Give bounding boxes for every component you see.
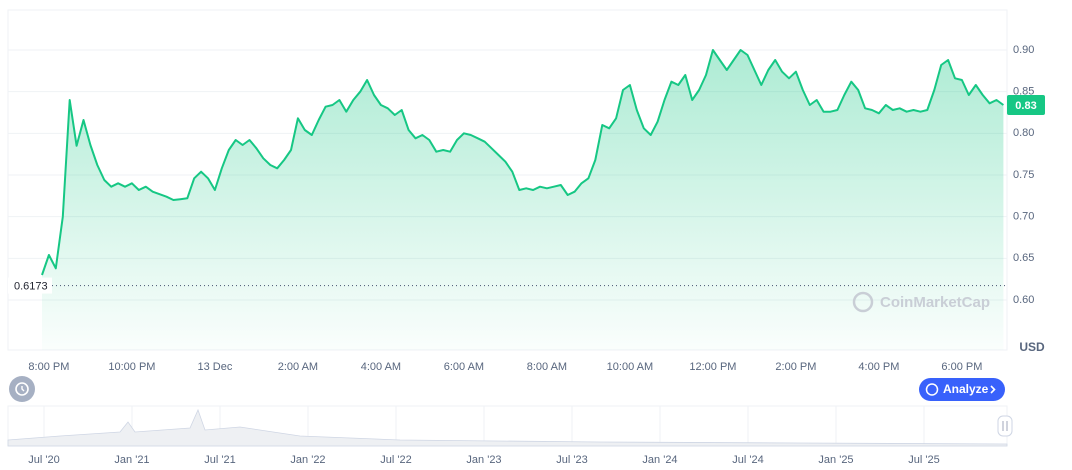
y-tick-label: 0.65 xyxy=(1013,252,1034,264)
navigator-label: Jan '24 xyxy=(642,454,677,466)
navigator-label: Jul '24 xyxy=(732,454,763,466)
x-tick-label: 13 Dec xyxy=(197,361,232,373)
x-tick-label: 12:00 PM xyxy=(689,361,736,373)
history-icon-hand xyxy=(21,386,25,392)
x-tick-label: 10:00 AM xyxy=(607,361,653,373)
last-price-badge xyxy=(1007,95,1045,115)
navigator-label: Jan '22 xyxy=(290,454,325,466)
navigator-label: Jul '25 xyxy=(908,454,939,466)
y-tick-label: 0.85 xyxy=(1013,86,1034,98)
x-tick-label: 4:00 AM xyxy=(361,361,401,373)
watermark-logo xyxy=(852,291,874,313)
x-tick-label: 2:00 AM xyxy=(278,361,318,373)
reference-label-bg xyxy=(8,277,52,294)
navigator-label: Jan '21 xyxy=(114,454,149,466)
reference-label: 0.6173 xyxy=(14,280,48,292)
x-tick-label: 2:00 PM xyxy=(775,361,816,373)
y-tick-label: 0.60 xyxy=(1013,294,1034,306)
price-area xyxy=(42,50,1004,350)
navigator-label: Jan '23 xyxy=(466,454,501,466)
x-tick-label: 6:00 PM xyxy=(941,361,982,373)
analyze-icon xyxy=(925,383,939,396)
y-unit: USD xyxy=(1019,340,1045,354)
last-price-label: 0.83 xyxy=(1015,100,1036,112)
y-tick-label: 0.80 xyxy=(1013,127,1034,139)
analyze-bg xyxy=(919,378,1005,401)
navigator-label: Jul '20 xyxy=(28,454,59,466)
navigator-label: Jul '23 xyxy=(556,454,587,466)
navigator-label: Jul '21 xyxy=(204,454,235,466)
x-tick-label: 6:00 AM xyxy=(444,361,484,373)
y-tick-label: 0.75 xyxy=(1013,169,1034,181)
y-tick-label: 0.70 xyxy=(1013,211,1034,223)
x-tick-label: 8:00 PM xyxy=(28,361,69,373)
analyze-button[interactable]: Analyze xyxy=(919,378,1005,401)
x-tick-label: 8:00 AM xyxy=(527,361,567,373)
y-tick-label: 0.90 xyxy=(1013,44,1034,56)
history-icon xyxy=(15,382,29,396)
navigator-label: Jul '22 xyxy=(380,454,411,466)
price-line xyxy=(41,49,1004,276)
analyze-chevron xyxy=(990,385,996,394)
analyze-label: Analyze xyxy=(943,382,989,396)
navigator-handle[interactable] xyxy=(997,415,1013,437)
navigator-preview xyxy=(7,408,1008,447)
history-button[interactable] xyxy=(9,376,35,402)
x-tick-label: 10:00 PM xyxy=(108,361,155,373)
navigator-label: Jan '25 xyxy=(818,454,853,466)
x-tick-label: 4:00 PM xyxy=(858,361,899,373)
watermark: CoinMarketCap xyxy=(880,294,990,311)
